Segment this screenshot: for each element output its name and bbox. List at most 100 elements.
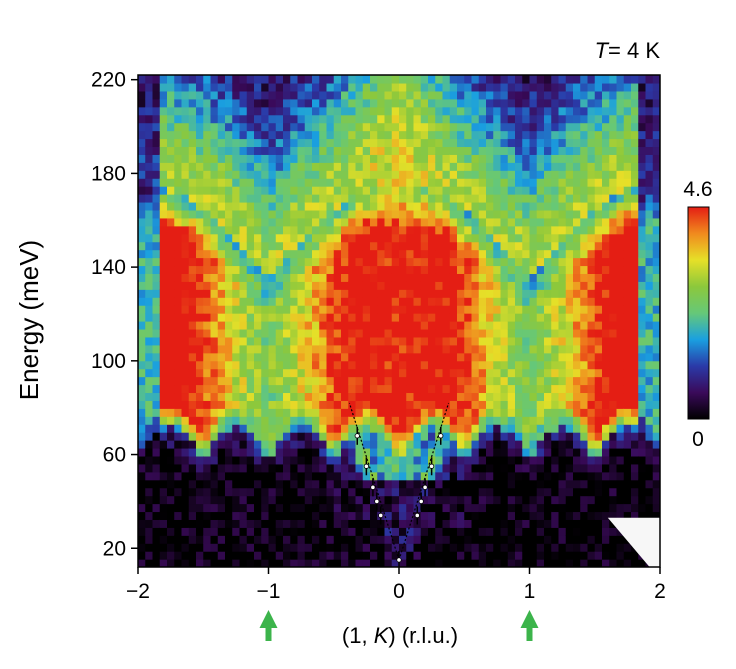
heatmap-cell xyxy=(536,455,545,465)
heatmap-cell xyxy=(297,511,306,520)
heatmap-cell xyxy=(623,186,632,195)
heatmap-cell xyxy=(399,487,407,497)
heatmap-cell xyxy=(420,241,429,251)
heatmap-cell xyxy=(304,90,313,100)
heatmap-cell xyxy=(333,106,342,116)
heatmap-cell xyxy=(174,305,183,314)
heatmap-cell xyxy=(565,154,574,163)
heatmap-cell xyxy=(391,336,400,346)
heatmap-cell xyxy=(529,209,538,219)
heatmap-cell xyxy=(370,98,378,108)
heatmap-cell xyxy=(594,114,603,124)
heatmap-cell xyxy=(217,479,226,489)
heatmap-cell xyxy=(435,368,444,378)
heatmap-cell xyxy=(174,114,183,124)
heatmap-cell xyxy=(413,432,422,441)
heatmap-cell xyxy=(507,336,516,346)
heatmap-cell xyxy=(435,495,444,505)
heatmap-cell xyxy=(283,503,291,513)
heatmap-cell xyxy=(319,170,328,179)
heatmap-cell xyxy=(239,241,248,251)
heatmap-cell xyxy=(246,201,255,211)
heatmap-cell xyxy=(507,170,516,179)
heatmap-cell xyxy=(594,519,603,528)
heatmap-cell xyxy=(493,170,502,179)
heatmap-cell xyxy=(377,146,386,155)
heatmap-cell xyxy=(616,313,625,322)
heatmap-cell xyxy=(573,463,581,473)
heatmap-cell xyxy=(246,209,255,219)
heatmap-cell xyxy=(290,376,299,386)
heatmap-cell xyxy=(565,424,574,433)
heatmap-cell xyxy=(196,336,204,346)
heatmap-cell xyxy=(428,249,436,259)
heatmap-cell xyxy=(377,384,386,394)
heatmap-cell xyxy=(406,225,415,235)
heatmap-cell xyxy=(152,511,161,520)
heatmap-cell xyxy=(167,257,175,267)
heatmap-cell xyxy=(167,455,175,465)
heatmap-cell xyxy=(348,392,357,401)
heatmap-cell xyxy=(370,162,378,171)
heatmap-cell xyxy=(370,146,378,155)
heatmap-cell xyxy=(645,447,654,457)
heatmap-cell xyxy=(500,281,509,290)
heatmap-cell xyxy=(645,90,654,100)
heatmap-cell xyxy=(297,297,306,306)
heatmap-cell xyxy=(536,297,545,306)
heatmap-cell xyxy=(362,201,371,211)
heatmap-cell xyxy=(464,440,473,449)
heatmap-cell xyxy=(515,376,523,386)
heatmap-cell xyxy=(341,336,349,346)
heatmap-cell xyxy=(645,194,654,203)
heatmap-cell xyxy=(544,535,552,544)
heatmap-cell xyxy=(188,273,197,282)
heatmap-cell xyxy=(362,344,371,354)
heatmap-cell xyxy=(551,194,560,203)
heatmap-cell xyxy=(159,162,168,171)
heatmap-cell xyxy=(500,90,509,100)
heatmap-cell xyxy=(435,503,444,513)
heatmap-cell xyxy=(174,138,183,148)
heatmap-cell xyxy=(623,225,632,235)
heatmap-cell xyxy=(181,233,190,243)
heatmap-cell xyxy=(464,313,473,322)
heatmap-cell xyxy=(239,321,248,330)
heatmap-cell xyxy=(442,408,451,417)
heatmap-cell xyxy=(529,511,538,520)
heatmap-cell xyxy=(246,130,255,140)
heatmap-cell xyxy=(529,344,538,354)
heatmap-cell xyxy=(261,289,270,298)
heatmap-cell xyxy=(580,289,589,298)
heatmap-cell xyxy=(341,503,349,513)
heatmap-cell xyxy=(333,503,342,513)
heatmap-cell xyxy=(355,257,364,267)
heatmap-cell xyxy=(486,503,494,513)
heatmap-cell xyxy=(399,82,407,92)
heatmap-cell xyxy=(652,416,660,425)
heatmap-cell xyxy=(319,535,328,544)
heatmap-cell xyxy=(254,98,262,108)
heatmap-cell xyxy=(283,138,291,148)
heatmap-cell xyxy=(174,186,183,195)
heatmap-cell xyxy=(355,90,364,100)
heatmap-cell xyxy=(435,209,444,219)
heatmap-cell xyxy=(370,281,378,290)
heatmap-cell xyxy=(261,138,270,148)
heatmap-cell xyxy=(522,178,531,187)
heatmap-cell xyxy=(290,368,299,378)
heatmap-cell xyxy=(399,146,407,155)
heatmap-cell xyxy=(304,400,313,409)
heatmap-cell xyxy=(283,114,291,124)
heatmap-cell xyxy=(551,225,560,235)
heatmap-cell xyxy=(551,289,560,298)
heatmap-cell xyxy=(457,305,465,314)
heatmap-cell xyxy=(391,416,400,425)
heatmap-cell xyxy=(138,297,146,306)
heatmap-cell xyxy=(638,217,647,227)
heatmap-cell xyxy=(246,297,255,306)
heatmap-cell xyxy=(362,122,371,132)
heatmap-cell xyxy=(225,471,233,481)
heatmap-cell xyxy=(587,543,596,552)
heatmap-cell xyxy=(188,519,197,528)
